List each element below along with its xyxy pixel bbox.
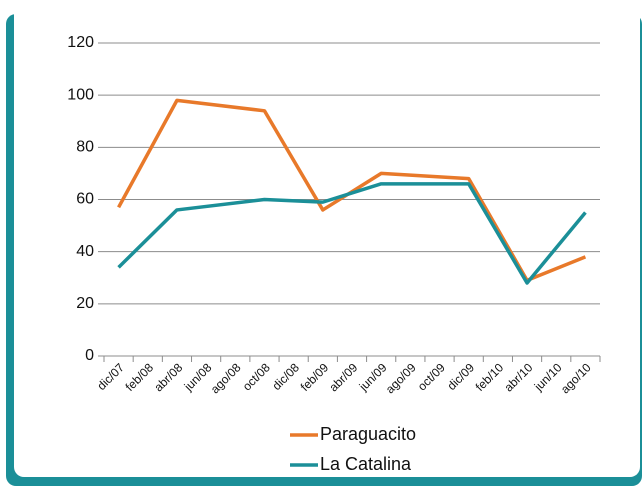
y-tick-label: 40 [76, 243, 94, 260]
y-tick-label: 0 [85, 347, 94, 364]
frame [14, 3, 640, 477]
y-tick-label: 80 [76, 139, 94, 156]
legend-label: La Catalina [320, 454, 412, 474]
legend-label: Paraguacito [320, 424, 416, 444]
y-tick-label: 20 [76, 295, 94, 312]
series-line [117, 182, 587, 285]
y-tick-label: 60 [76, 191, 94, 208]
y-tick-label: 100 [67, 86, 94, 103]
y-tick-label: 120 [67, 34, 94, 51]
